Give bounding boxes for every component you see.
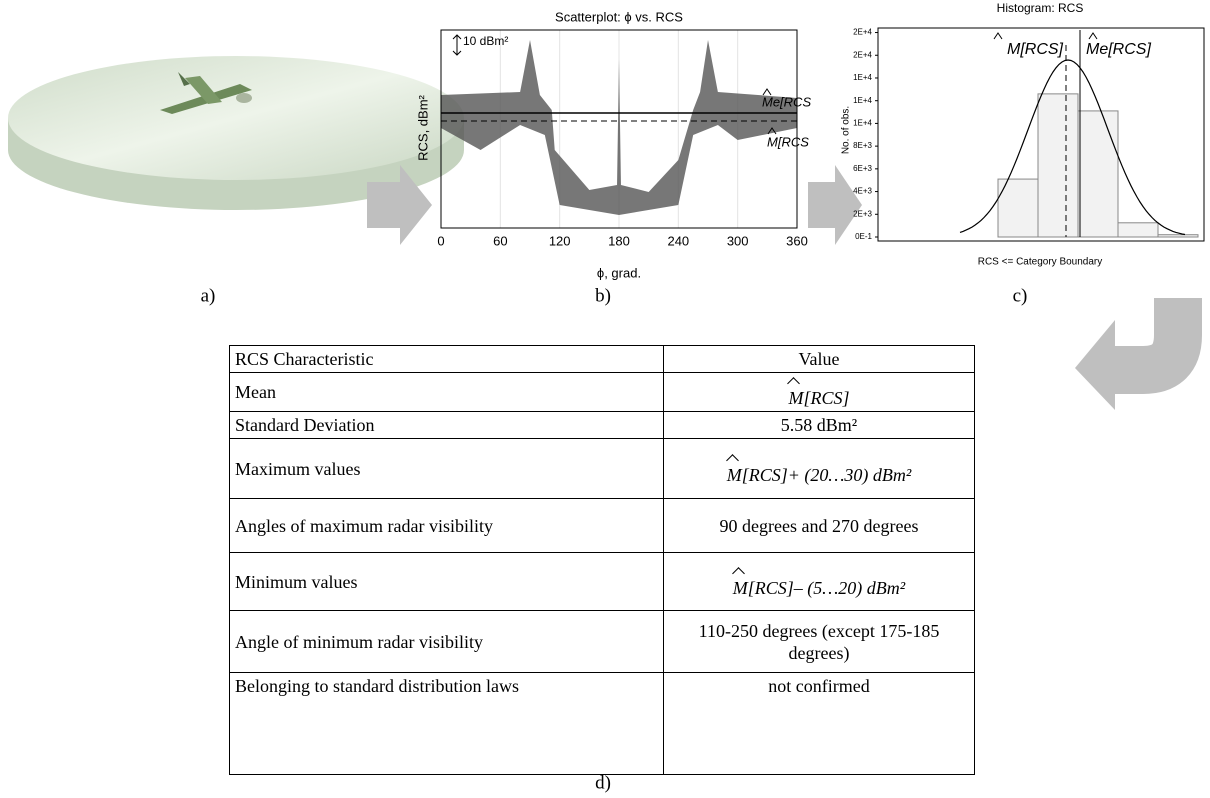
y-tick-label: 2E+4 [853,50,872,59]
table-row: Angle of minimum radar visibility 110-250… [230,611,975,673]
characteristic-cell: Angles of maximum radar visibility [230,499,664,553]
y-tick-label: 1E+4 [853,96,872,105]
value-text: 110-250 degrees (except 175-185 degrees) [699,621,940,663]
value-text: not confirmed [768,676,869,696]
annotation: Me[RCS] [1086,41,1151,58]
characteristic-cell: Belonging to standard distribution laws [230,673,664,775]
chart-title: Scatterplot: ϕ vs. RCS [555,9,683,24]
panel-label: d) [595,772,611,793]
table-row: Maximum values M[RCS]+ (20…30) dBm² [230,439,975,499]
x-axis-label: ϕ, grad. [597,265,641,280]
x-tick-label: 60 [493,233,507,248]
table-row: Mean M[RCS] [230,373,975,412]
value-cell: 110-250 degrees (except 175-185 degrees) [664,611,975,673]
y-axis-label: No. of obs. [841,106,852,154]
annotation: 10 dBm² [463,34,508,48]
table-row: Belonging to standard distribution laws n… [230,673,975,775]
value-cell: M[RCS] [664,373,975,412]
chart-title: Histogram: RCS [997,1,1084,15]
y-tick-label: 4E+3 [853,187,872,196]
y-tick-label: 6E+3 [853,164,872,173]
y-tick-label: 1E+4 [853,73,872,82]
panel-label: b) [595,285,611,306]
value-text: 90 degrees and 270 degrees [720,516,919,536]
value-text: M[RCS] [788,388,849,408]
panel-label: c) [1013,285,1028,306]
page: a) b) c) d) Scatterplot: ϕ vs. RCS ϕ, gra… [0,0,1210,798]
table-row: Angles of maximum radar visibility 90 deg… [230,499,975,553]
x-tick-label: 0 [437,233,444,248]
header-cell: Value [664,346,975,373]
value-cell: not confirmed [664,673,975,775]
y-tick-label: 2E+4 [853,28,872,37]
value-cell: 90 degrees and 270 degrees [664,499,975,553]
formula: M[RCS] [788,387,849,409]
characteristic-cell: Maximum values [230,439,664,499]
y-axis-label: RCS, dBm² [415,94,430,160]
panel-label: a) [201,285,216,306]
y-tick-label: 1E+4 [853,119,872,128]
hat [994,33,1002,39]
arrow [1112,298,1178,370]
x-tick-label: 300 [727,233,749,248]
y-tick-label: 8E+3 [853,141,872,150]
bar [1078,111,1118,237]
header-cell: RCS Characteristic [230,346,664,373]
characteristic-cell: Angle of minimum radar visibility [230,611,664,673]
hat [1089,33,1097,39]
bar [1158,235,1198,237]
x-tick-label: 240 [667,233,689,248]
characteristic-cell: Mean [230,373,664,412]
arrow [1075,320,1115,410]
x-tick-label: 120 [549,233,571,248]
annotation: M[RCS [767,134,809,149]
y-tick-label: 2E+3 [853,209,872,218]
formula: M[RCS]– (5…20) dBm² [733,577,905,599]
value-text: M[RCS]+ (20…30) dBm² [727,465,912,485]
bar [1038,94,1078,237]
arrow [808,165,862,245]
value-text: M[RCS]– (5…20) dBm² [733,578,905,598]
bar [1118,223,1158,237]
annotation: M[RCS] [1007,41,1064,58]
value-cell: M[RCS]+ (20…30) dBm² [664,439,975,499]
formula: M[RCS]+ (20…30) dBm² [727,464,912,486]
value-text: 5.58 dBm² [781,415,857,435]
point-cloud [441,40,797,215]
x-tick-label: 360 [786,233,808,248]
annotation: Me[RCS [762,94,811,109]
table-row: Standard Deviation 5.58 dBm² [230,412,975,439]
x-axis-label: RCS <= Category Boundary [978,257,1103,268]
y-tick-label: 0E-1 [855,232,872,241]
scale-bar [453,35,461,55]
value-cell: 5.58 dBm² [664,412,975,439]
value-cell: M[RCS]– (5…20) dBm² [664,553,975,611]
x-tick-label: 180 [608,233,630,248]
characteristic-cell: Standard Deviation [230,412,664,439]
table-row: Minimum values M[RCS]– (5…20) dBm² [230,553,975,611]
characteristic-cell: Minimum values [230,553,664,611]
